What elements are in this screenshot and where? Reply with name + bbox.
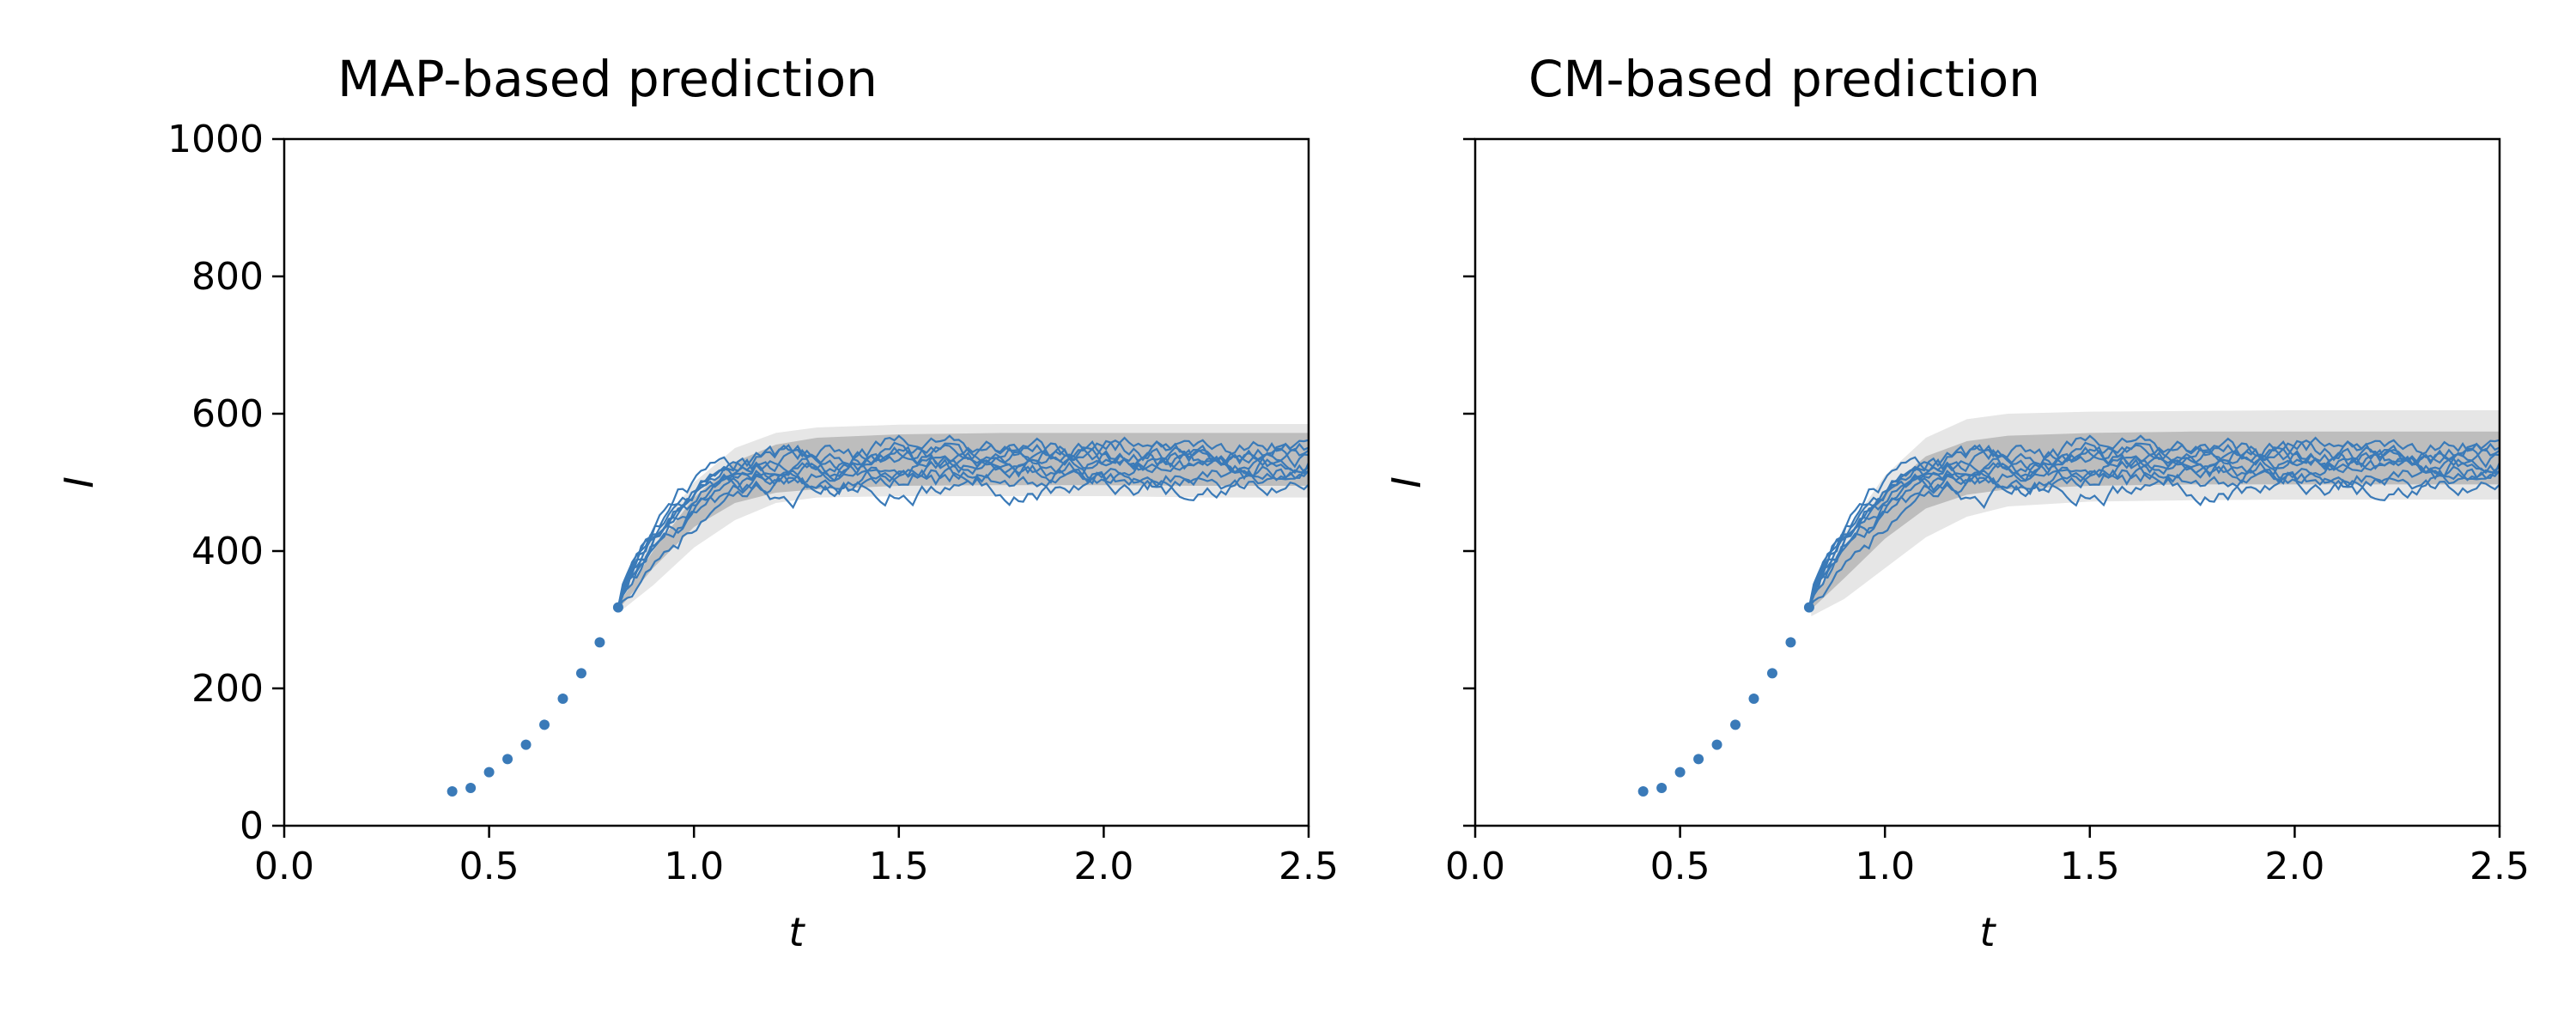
y-tick-label: 400 [191, 530, 264, 573]
x-tick-label: 1.5 [2060, 845, 2120, 888]
x-tick-label: 0.0 [1445, 845, 1505, 888]
x-axis-label: t [788, 909, 805, 955]
observed-point [1785, 637, 1796, 648]
panel-cm-prediction: 0.0 0.5 1.0 1.5 2.0 2.5 CM-based prediction t I [1383, 50, 2530, 955]
y-tick-label: 0 [240, 804, 264, 848]
x-tick-label: 1.5 [869, 845, 929, 888]
observed-point [1766, 668, 1777, 679]
trajectory-line-8 [1807, 434, 2500, 608]
x-tick-label: 2.5 [2470, 845, 2530, 888]
trajectory-line-7 [617, 451, 1309, 608]
observed-point [447, 786, 458, 797]
axes-frame [283, 137, 1310, 827]
observed-point [1693, 754, 1704, 765]
y-tick-label: 800 [191, 255, 264, 299]
y-tick-label: 200 [191, 667, 264, 711]
y-tick-label: 600 [191, 392, 264, 436]
x-tick-label: 0.5 [459, 845, 519, 888]
x-tick-label: 1.0 [664, 845, 724, 888]
trajectory-line-2 [1807, 466, 2500, 608]
x-tick-label: 2.0 [2264, 845, 2324, 888]
chart-title: CM-based prediction [1528, 50, 2040, 108]
plot-area [617, 424, 1309, 612]
observed-point [483, 766, 495, 778]
observed-point [539, 719, 550, 730]
trajectory-line-9 [617, 457, 1309, 608]
observed-point [557, 694, 568, 704]
observed-point [594, 637, 605, 648]
observed-point [502, 754, 513, 765]
trajectory-line-5 [1808, 471, 2500, 609]
observed-point [1730, 719, 1741, 730]
plot-area [1807, 410, 2500, 616]
prediction-band-2 [1811, 431, 2500, 609]
y-axis-label: I [1383, 476, 1430, 488]
observed-point [1637, 786, 1649, 797]
observed-point [612, 602, 623, 613]
x-tick-label: 2.0 [1073, 845, 1133, 888]
prediction-band-2 [620, 433, 1309, 608]
axes-frame [1473, 137, 2501, 827]
observed-point [465, 783, 477, 793]
trajectory-line-7 [1807, 451, 2500, 608]
trajectory-line-5 [617, 471, 1309, 609]
x-tick-label: 0.5 [1650, 845, 1710, 888]
observed-point [520, 739, 532, 750]
y-axis-label: I [56, 476, 102, 488]
y-tick-label: 1000 [167, 118, 264, 161]
observed-point [1674, 766, 1686, 778]
chart-title: MAP-based prediction [337, 50, 878, 108]
observed-point [1656, 783, 1668, 793]
observed-point [575, 668, 586, 679]
panel-map-prediction: 0.0 0.5 1.0 1.5 2.0 2.5 0 200 400 600 800 1000 MAP-b… [56, 50, 1339, 955]
trajectory-line-8 [617, 434, 1309, 608]
x-tick-label: 0.0 [254, 845, 314, 888]
observed-point [1748, 694, 1759, 704]
trajectory-line-2 [617, 466, 1309, 608]
observed-point [1803, 602, 1814, 613]
trajectory-line-10 [617, 440, 1309, 608]
trajectory-line-10 [1807, 440, 2500, 608]
x-tick-label: 2.5 [1279, 845, 1339, 888]
x-tick-label: 1.0 [1855, 845, 1915, 888]
observed-point [1711, 739, 1722, 750]
x-axis-label: t [1979, 909, 1996, 955]
trajectory-line-9 [1807, 457, 2500, 608]
